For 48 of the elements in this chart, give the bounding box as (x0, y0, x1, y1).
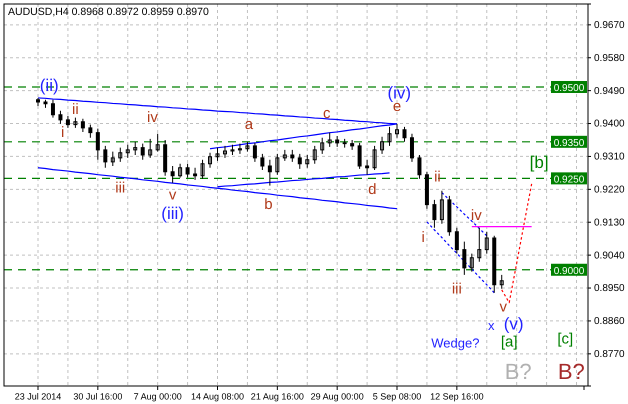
annotation: iv (470, 207, 482, 224)
annotation: iv (147, 109, 158, 126)
x-tick-label: 21 Aug 16:00 (250, 391, 304, 402)
x-tick-label: 7 Aug 00:00 (134, 391, 182, 402)
annotation: iii (452, 280, 462, 298)
annotation: ii (434, 168, 441, 186)
y-tick-label: 0.9670 (594, 20, 626, 32)
y-tick-label: 0.9580 (594, 52, 626, 64)
x-tick-label: 29 Aug 00:00 (310, 391, 364, 402)
annotation: [a] (500, 333, 518, 350)
annotation: i (422, 229, 425, 246)
annotation: (iii) (161, 204, 184, 224)
ref-line-label: 0.9350 (554, 138, 585, 149)
ref-line-label: 0.9000 (554, 266, 585, 277)
y-tick-label: 0.9220 (594, 184, 626, 196)
x-tick-label: 5 Sep 08:00 (372, 391, 422, 402)
annotation: B? (504, 359, 532, 384)
annotation: v (168, 186, 177, 204)
annotation: c (322, 104, 331, 122)
annotation: a (244, 116, 254, 133)
annotation: Wedge? (431, 335, 480, 350)
y-tick-label: 0.9490 (594, 86, 626, 97)
x-tick-label: 30 Jul 16:00 (73, 391, 122, 402)
x-tick-label: 23 Jul 2014 (14, 391, 62, 402)
y-tick-label: 0.8770 (594, 349, 626, 360)
annotation: [b] (530, 152, 549, 172)
x-tick-label: 12 Sep 16:00 (430, 391, 484, 402)
y-tick-label: 0.8950 (594, 283, 626, 294)
annotation: x (488, 318, 496, 333)
y-tick-label: 0.8860 (594, 316, 626, 328)
annotation: v (499, 298, 508, 316)
annotation: [c] (557, 330, 574, 348)
annotation: (ii) (40, 76, 59, 96)
annotation: b (264, 196, 273, 214)
chart-title: AUDUSD,H4 0.8968 0.8972 0.8959 0.8970 (8, 6, 209, 18)
annotation: iii (115, 179, 126, 196)
ref-line-label: 0.9250 (554, 174, 585, 186)
annotation: B? (558, 359, 585, 384)
annotation: d (368, 180, 377, 198)
y-tick-label: 0.9400 (594, 118, 626, 130)
annotation: i (61, 124, 64, 141)
y-tick-label: 0.9130 (594, 217, 626, 228)
ref-line-label: 0.9500 (554, 82, 585, 94)
annotation: ii (72, 101, 79, 118)
annotation: (v) (504, 314, 524, 334)
y-tick-label: 0.9310 (594, 152, 626, 163)
x-tick-label: 14 Aug 08:00 (190, 391, 244, 402)
y-tick-label: 0.9040 (594, 250, 626, 262)
